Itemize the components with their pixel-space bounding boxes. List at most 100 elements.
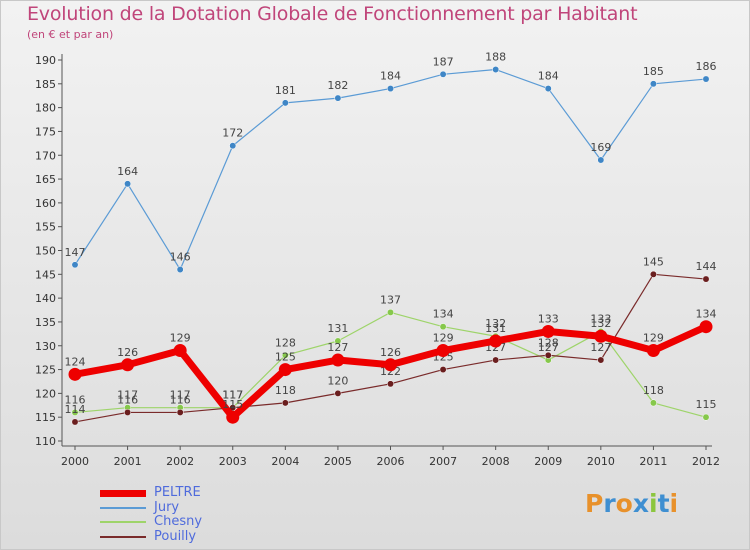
x-tick-label: 2010 (587, 455, 615, 468)
point-jury (544, 85, 552, 93)
legend-item-pouilly: Pouilly (100, 529, 202, 545)
legend-label-peltre: PELTRE (154, 485, 201, 501)
point-chesny (334, 337, 342, 345)
y-tick-label: 145 (35, 268, 56, 281)
data-label-chesny: 137 (380, 293, 401, 306)
data-label-pouilly: 114 (65, 403, 86, 416)
point-pouilly (176, 408, 184, 416)
point-peltre (646, 344, 660, 358)
data-label-peltre: 132 (590, 317, 611, 330)
data-label-chesny: 117 (170, 389, 191, 402)
data-label-peltre: 129 (643, 332, 664, 345)
x-tick-label: 2003 (219, 455, 247, 468)
data-label-peltre: 133 (538, 312, 559, 325)
data-label-chesny: 116 (65, 393, 86, 406)
y-tick-label: 125 (35, 364, 56, 377)
x-tick-label: 2005 (324, 455, 352, 468)
y-tick-label: 160 (35, 197, 56, 210)
x-tick-label: 2008 (482, 455, 510, 468)
point-jury (597, 156, 605, 164)
proxiti-logo: Proxiti (585, 489, 678, 518)
point-pouilly (702, 275, 710, 283)
data-label-jury: 184 (538, 70, 559, 83)
point-peltre (436, 344, 450, 358)
point-peltre (121, 358, 135, 372)
point-jury (702, 75, 710, 83)
point-jury (124, 180, 132, 188)
data-label-chesny: 132 (485, 317, 506, 330)
logo-letter: t (657, 489, 670, 518)
y-tick-label: 130 (35, 340, 56, 353)
chart-title: Evolution de la Dotation Globale de Fonc… (27, 3, 638, 25)
data-label-chesny: 117 (222, 389, 243, 402)
data-label-chesny: 127 (538, 341, 559, 354)
data-label-peltre: 126 (380, 346, 401, 359)
data-label-jury: 184 (380, 70, 401, 83)
x-tick-label: 2007 (429, 455, 457, 468)
point-jury (176, 266, 184, 273)
data-label-jury: 147 (65, 246, 86, 259)
x-tick-label: 2002 (166, 455, 194, 468)
y-tick-label: 170 (35, 149, 56, 162)
logo-letter: r (603, 489, 616, 518)
data-label-jury: 187 (433, 55, 454, 68)
x-tick-label: 2000 (61, 455, 89, 468)
data-label-peltre: 134 (696, 308, 717, 321)
y-tick-label: 120 (35, 387, 56, 400)
legend-item-jury: Jury (100, 499, 202, 516)
data-label-jury: 186 (696, 60, 717, 73)
data-label-jury: 185 (643, 65, 664, 78)
point-jury (334, 94, 342, 102)
series-line-jury (74, 68, 707, 271)
x-tick-label: 2001 (114, 455, 142, 468)
x-tick-label: 2009 (534, 455, 562, 468)
data-label-chesny: 128 (275, 336, 296, 349)
data-label-chesny: 115 (696, 398, 717, 411)
data-label-pouilly: 117 (222, 389, 243, 402)
logo-letter: o (615, 489, 633, 518)
data-label-pouilly: 116 (117, 393, 138, 406)
point-jury (649, 80, 657, 88)
data-label-peltre: 125 (275, 351, 296, 364)
logo-letter: x (632, 489, 649, 518)
logo-letter: i (669, 489, 679, 518)
data-label-peltre: 127 (327, 341, 348, 354)
point-jury (229, 142, 237, 150)
data-label-chesny: 117 (117, 389, 138, 402)
point-jury (71, 261, 79, 269)
logo-letter: P (585, 489, 604, 518)
y-tick-label: 185 (35, 78, 56, 91)
legend-label-jury: Jury (154, 499, 180, 515)
point-jury (492, 66, 500, 73)
point-peltre (68, 367, 82, 381)
legend-swatch-pouilly (100, 535, 146, 538)
point-jury (387, 85, 394, 93)
legend-label-chesny: Chesny (154, 514, 203, 530)
data-label-jury: 169 (590, 141, 611, 154)
y-tick-label: 115 (35, 411, 56, 424)
point-peltre (226, 410, 240, 424)
point-pouilly (281, 399, 289, 407)
point-pouilly (544, 351, 552, 359)
point-peltre (384, 358, 397, 372)
y-tick-label: 110 (35, 435, 56, 448)
data-label-pouilly: 118 (275, 384, 296, 397)
y-tick-label: 165 (35, 173, 56, 186)
data-label-chesny: 118 (643, 384, 664, 397)
point-pouilly (439, 366, 447, 374)
y-tick-label: 180 (35, 102, 56, 115)
point-peltre (489, 334, 503, 348)
legend-swatch-jury (100, 506, 146, 509)
data-label-jury: 188 (485, 51, 506, 64)
data-label-chesny: 131 (327, 322, 348, 335)
data-label-pouilly: 144 (696, 260, 717, 273)
y-tick-label: 190 (35, 54, 56, 67)
legend-item-peltre: PELTRE (100, 486, 202, 501)
legend-item-chesny: Chesny (100, 515, 202, 530)
y-tick-label: 155 (35, 221, 56, 234)
data-label-peltre: 129 (433, 332, 454, 345)
x-tick-label: 2004 (271, 455, 299, 468)
data-label-chesny: 134 (433, 308, 454, 321)
point-chesny (71, 408, 79, 416)
point-chesny (702, 413, 710, 421)
